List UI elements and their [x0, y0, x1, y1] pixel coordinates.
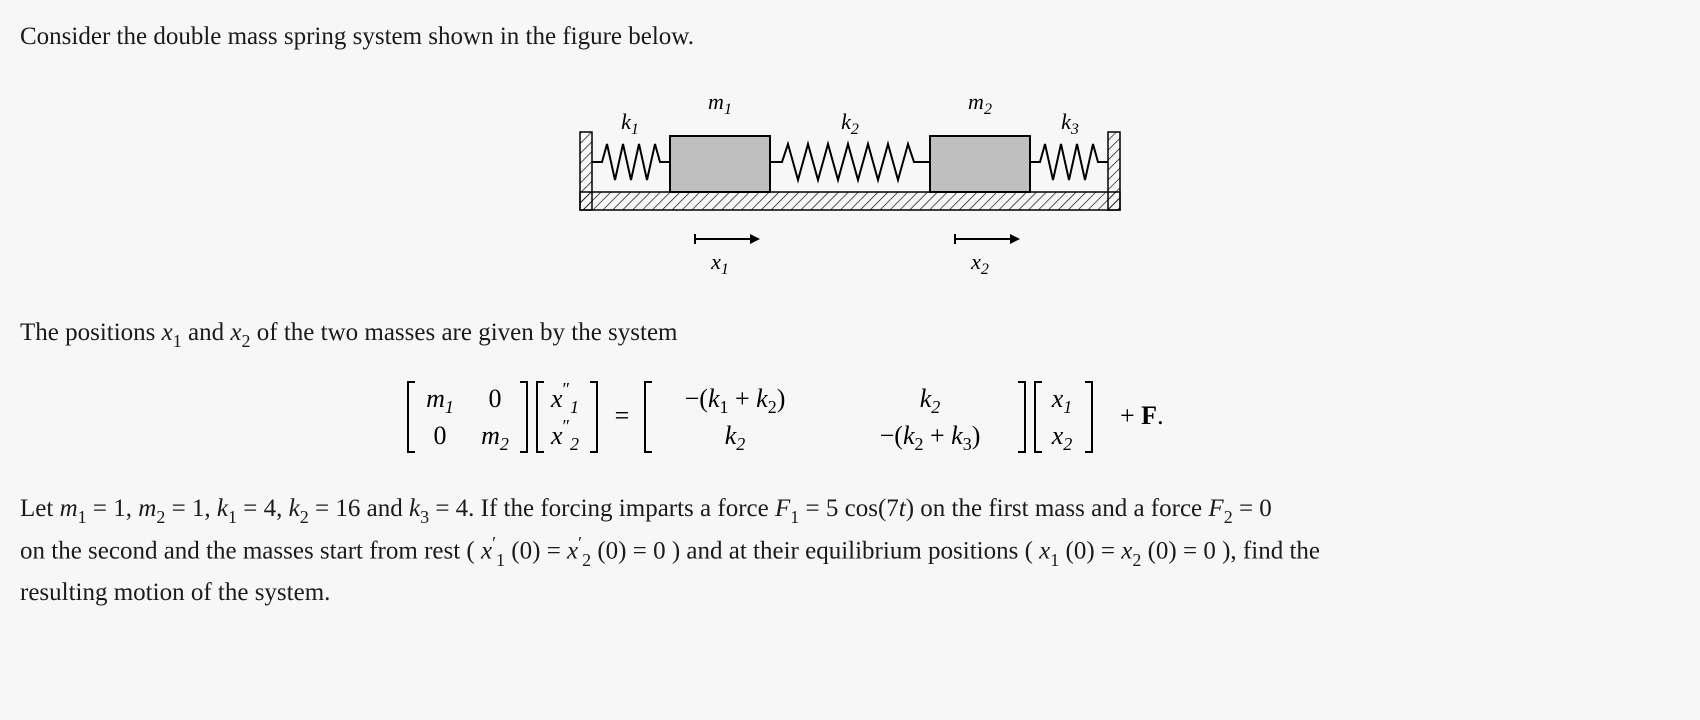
matrix-equation: m1 0 0 m2 x″1 x″2 = −(k1 + k2) k2 k2 −(k… [20, 372, 1680, 462]
x2-0-sub: 2 [1132, 550, 1141, 570]
intro-text: Consider the double mass spring system s… [20, 18, 1680, 56]
k1-sub: 1 [228, 507, 237, 527]
m2: m [138, 495, 156, 522]
svg-text:x″1: x″1 [550, 379, 579, 417]
var-x2-sub: 2 [242, 331, 251, 351]
k3-sub: 3 [420, 507, 429, 527]
zero-arg2: (0) = [1059, 538, 1121, 565]
x1p: x [481, 538, 492, 565]
m1-val: = 1, [87, 495, 139, 522]
svg-text:−(k2 + k3): −(k2 + k3) [880, 421, 981, 454]
svg-text:x1: x1 [710, 249, 729, 278]
var-x2: x [230, 319, 241, 346]
intro-content: Consider the double mass spring system s… [20, 23, 694, 50]
equation-svg: m1 0 0 m2 x″1 x″2 = −(k1 + k2) k2 k2 −(k… [400, 372, 1300, 462]
zero-arg: (0) = [505, 538, 567, 565]
svg-text:x1: x1 [1051, 384, 1073, 417]
F2: F [1208, 495, 1223, 522]
eq-zero2: (0) = 0 ), find the [1141, 538, 1320, 565]
part3: resulting motion of the system. [20, 579, 330, 606]
k1: k [217, 495, 228, 522]
spring-system-figure: m1 m2 k1 k2 k3 x1 x2 [560, 84, 1140, 284]
svg-text:0: 0 [434, 421, 447, 450]
k1-val: = 4, [237, 495, 289, 522]
let: Let [20, 495, 60, 522]
svg-text:x″2: x″2 [550, 416, 579, 454]
m2-val: = 1, [165, 495, 217, 522]
svg-text:+ F.: + F. [1120, 401, 1164, 430]
var-x1-sub: 1 [173, 331, 182, 351]
positions-part1: The positions [20, 319, 162, 346]
positions-part2: and [182, 319, 231, 346]
svg-text:k3: k3 [1061, 109, 1079, 138]
svg-text:=: = [615, 401, 630, 430]
x1-0-sub: 1 [1050, 550, 1059, 570]
svg-text:x2: x2 [970, 249, 989, 278]
m1: m [60, 495, 78, 522]
figure-container: m1 m2 k1 k2 k3 x1 x2 [20, 84, 1680, 284]
k3-val: = 4. If the forcing imparts a force [429, 495, 775, 522]
m2-sub: 2 [156, 507, 165, 527]
part2a: on the second and the masses start from … [20, 538, 481, 565]
k3: k [409, 495, 420, 522]
k2-val: = 16 and [309, 495, 409, 522]
x2p: x [567, 538, 578, 565]
svg-text:m2: m2 [968, 89, 992, 118]
x1p-sub: 1 [496, 550, 505, 570]
var-x1: x [162, 319, 173, 346]
F1-sub: 1 [790, 507, 799, 527]
x2-0: x [1121, 538, 1132, 565]
t-var: t [899, 495, 906, 522]
svg-text:m1: m1 [708, 89, 732, 118]
svg-text:m2: m2 [481, 421, 509, 454]
problem-statement: Let m1 = 1, m2 = 1, k1 = 4, k2 = 16 and … [20, 490, 1680, 613]
svg-text:k2: k2 [920, 384, 941, 417]
svg-text:k2: k2 [725, 421, 746, 454]
x2p-sub: 2 [582, 550, 591, 570]
svg-text:m1: m1 [426, 384, 454, 417]
svg-text:−(k1 + k2): −(k1 + k2) [685, 384, 786, 417]
eq-zero: (0) = 0 ) and at their equilibrium posit… [591, 538, 1039, 565]
F1-val2: ) on the first mass and a force [906, 495, 1209, 522]
positions-part3: of the two masses are given by the syste… [251, 319, 678, 346]
k2: k [289, 495, 300, 522]
F1-val: = 5 cos(7 [799, 495, 899, 522]
m1-sub: 1 [78, 507, 87, 527]
svg-text:k2: k2 [841, 109, 859, 138]
svg-text:k1: k1 [621, 109, 639, 138]
F2-val: = 0 [1233, 495, 1272, 522]
F2-sub: 2 [1224, 507, 1233, 527]
svg-text:x2: x2 [1051, 421, 1073, 454]
x1-0: x [1039, 538, 1050, 565]
F1: F [775, 495, 790, 522]
svg-text:0: 0 [489, 384, 502, 413]
positions-text: The positions x1 and x2 of the two masse… [20, 314, 1680, 354]
k2-sub: 2 [300, 507, 309, 527]
